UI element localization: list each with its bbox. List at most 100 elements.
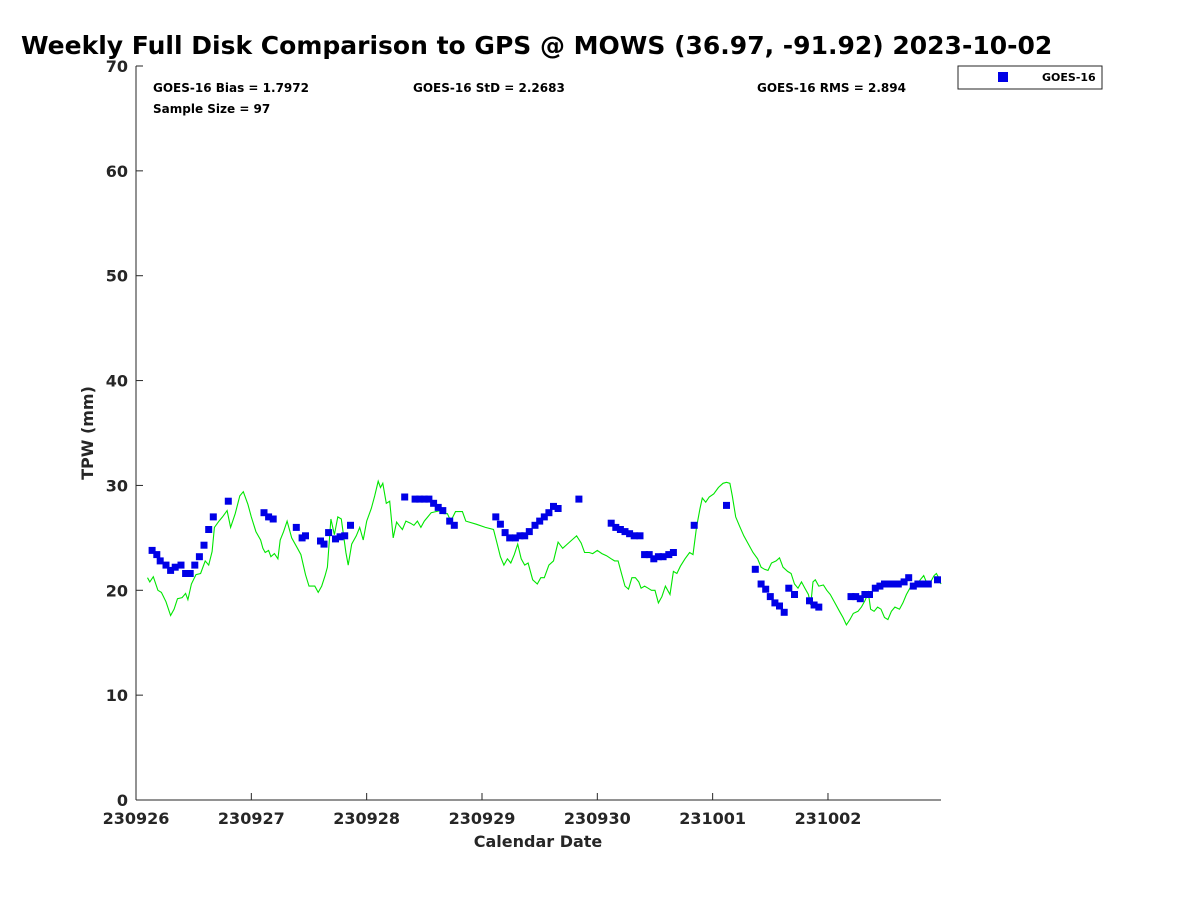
goes16-point [616, 526, 624, 533]
goes16-point [852, 593, 860, 601]
goes16-point [200, 541, 208, 549]
goes16-point [905, 574, 913, 582]
goes16-point [205, 526, 213, 533]
goes16-point [626, 530, 634, 538]
goes16-point [496, 520, 504, 528]
goes16-point [416, 495, 424, 503]
goes16-point [501, 529, 509, 537]
goes16-point [209, 513, 217, 521]
std-stat: GOES-16 StD = 2.2683 [413, 81, 565, 95]
goes16-point [521, 532, 529, 540]
goes16-point [751, 565, 759, 573]
rms-stat: GOES-16 RMS = 2.894 [757, 81, 906, 95]
goes16-point [791, 591, 798, 598]
goes16-point [810, 601, 818, 609]
goes16-point [914, 580, 922, 588]
goes16-point [156, 557, 164, 565]
goes16-point [612, 523, 620, 531]
goes16-point [847, 593, 855, 601]
legend-box [957, 65, 1103, 90]
goes16-point [894, 580, 902, 588]
goes16-point [506, 534, 514, 542]
goes16-point [153, 551, 161, 559]
goes16-point [425, 495, 433, 503]
x-tick-label: 231001 [679, 809, 746, 828]
goes16-point [645, 551, 653, 559]
goes16-point [723, 501, 730, 509]
goes16-point [885, 580, 893, 588]
y-ticks: 0 10 20 30 40 50 60 70 [106, 57, 143, 810]
legend: GOES-16 [957, 65, 1103, 90]
goes16-point [575, 495, 583, 503]
goes16-point [302, 532, 309, 540]
goes16-point [876, 582, 884, 590]
chart-title: Weekly Full Disk Comparison to GPS @ MOW… [21, 31, 1052, 60]
goes16-point [665, 551, 673, 559]
goes16-point [292, 523, 300, 531]
goes16-point [434, 503, 442, 511]
goes16-point [516, 532, 524, 540]
goes16-point [191, 561, 199, 569]
y-tick-label: 10 [106, 686, 128, 705]
goes16-point [776, 602, 783, 610]
goes16-point [871, 584, 879, 592]
goes16-point [890, 580, 898, 588]
goes16-point [260, 509, 268, 517]
goes16-point [167, 566, 175, 574]
goes16-point [934, 576, 941, 584]
goes16-point [909, 582, 917, 590]
x-tick-label: 230929 [449, 809, 516, 828]
goes16-point [641, 551, 649, 559]
goes16-point [332, 535, 339, 543]
goes16-series [148, 493, 941, 616]
goes16-point [924, 580, 932, 588]
goes16-point [531, 521, 539, 529]
goes16-point [771, 599, 779, 607]
gps-series [147, 479, 942, 627]
goes16-point [411, 495, 419, 503]
x-ticks: 230926 230927 230928 230929 230930 231001 2310… [103, 793, 862, 828]
goes16-point [195, 553, 203, 561]
goes16-point [806, 597, 813, 605]
bias-stat: GOES-16 Bias = 1.7972 [153, 81, 309, 95]
goes16-point [525, 528, 533, 536]
goes16-point [536, 517, 544, 525]
goes16-point [545, 509, 553, 517]
goes16-point [780, 608, 788, 616]
y-tick-label: 70 [106, 57, 128, 76]
goes16-point [325, 529, 333, 537]
goes16-point [336, 533, 344, 541]
goes16-point [446, 517, 454, 525]
goes16-point [182, 570, 190, 577]
y-tick-label: 30 [106, 476, 128, 495]
goes16-point [766, 593, 774, 601]
goes16-point [341, 532, 349, 540]
goes16-point [881, 580, 888, 588]
goes16-point [492, 513, 500, 521]
goes16-point [224, 497, 232, 505]
x-tick-label: 231002 [795, 809, 862, 828]
goes16-point [669, 549, 677, 556]
goes16-point [650, 555, 658, 563]
x-tick-label: 230926 [103, 809, 170, 828]
goes16-point [607, 519, 615, 527]
goes16-point [265, 513, 273, 521]
goes16-point [856, 595, 864, 603]
x-tick-label: 230927 [218, 809, 285, 828]
goes16-point [554, 505, 562, 512]
goes16-point [439, 507, 447, 515]
goes16-point [450, 521, 458, 529]
goes16-point [186, 570, 194, 577]
y-axis-label: TPW (mm) [78, 386, 97, 480]
goes16-point [659, 553, 667, 561]
goes16-point [401, 493, 409, 501]
y-tick-label: 40 [106, 372, 128, 391]
goes16-point [540, 513, 548, 521]
goes16-point [171, 563, 179, 571]
plot-area [135, 66, 941, 801]
gps-series-line [147, 479, 942, 627]
goes16-point [177, 561, 185, 569]
legend-entry-goes16: GOES-16 [1042, 71, 1096, 84]
goes16-point [511, 534, 519, 542]
goes16-point [900, 578, 908, 586]
